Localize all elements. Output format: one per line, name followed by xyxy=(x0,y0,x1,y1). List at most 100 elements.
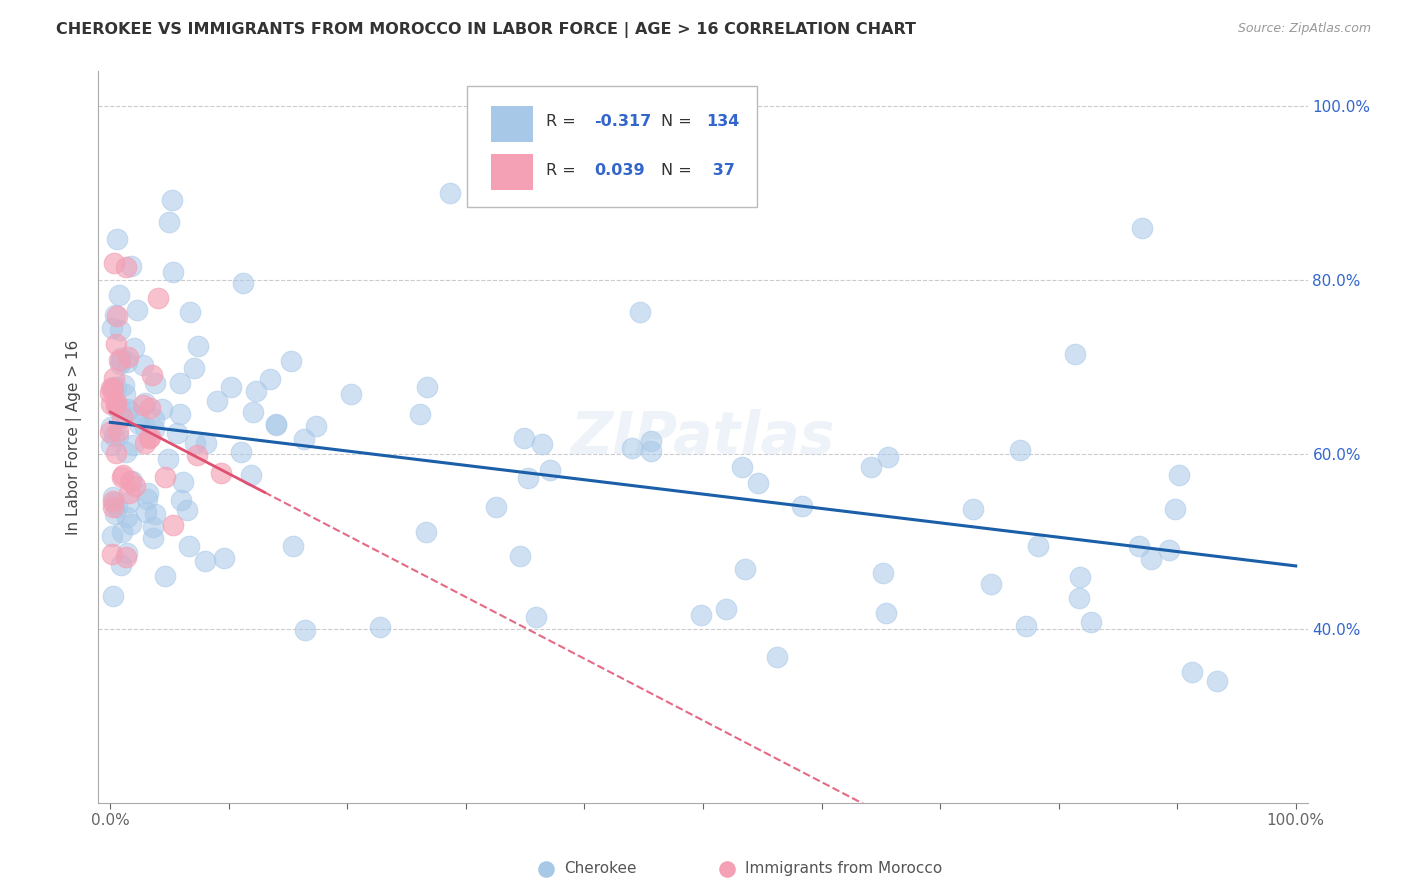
Point xyxy=(259,372,281,386)
Point xyxy=(283,540,305,554)
Point xyxy=(134,435,156,450)
Point xyxy=(118,486,141,500)
Point xyxy=(110,351,132,365)
Point xyxy=(1205,673,1227,688)
Point xyxy=(538,463,561,477)
Point xyxy=(117,355,139,369)
Point xyxy=(524,609,547,624)
Point xyxy=(219,380,242,394)
Point xyxy=(107,353,129,368)
Text: N =: N = xyxy=(661,162,696,178)
Point xyxy=(1164,502,1187,516)
Point xyxy=(1026,539,1049,553)
Point xyxy=(142,531,165,545)
Point xyxy=(1128,539,1150,553)
Point xyxy=(177,539,200,553)
Point xyxy=(103,371,125,385)
Point xyxy=(875,606,897,620)
Point xyxy=(305,418,328,433)
Point xyxy=(115,550,138,565)
Point xyxy=(100,381,122,395)
Point xyxy=(294,624,316,638)
Point xyxy=(186,448,208,462)
Point xyxy=(162,265,184,279)
Point xyxy=(980,576,1002,591)
Point xyxy=(876,450,898,464)
Point xyxy=(100,420,122,434)
Point xyxy=(103,496,125,510)
Point xyxy=(153,568,176,582)
Point xyxy=(150,402,173,417)
Point xyxy=(122,341,145,355)
Text: Cherokee: Cherokee xyxy=(564,861,637,876)
Text: CHEROKEE VS IMMIGRANTS FROM MOROCCO IN LABOR FORCE | AGE > 16 CORRELATION CHART: CHEROKEE VS IMMIGRANTS FROM MOROCCO IN L… xyxy=(56,22,917,38)
Point xyxy=(184,435,207,450)
Point xyxy=(1010,442,1032,457)
Point xyxy=(1130,221,1153,235)
Point xyxy=(162,517,184,532)
Point xyxy=(101,382,124,396)
Point xyxy=(166,426,188,441)
Point xyxy=(141,368,163,382)
Point xyxy=(153,470,176,484)
Point xyxy=(103,490,125,504)
Point xyxy=(139,430,162,444)
Point xyxy=(104,397,127,411)
Point xyxy=(734,562,756,576)
Point xyxy=(266,417,288,431)
Point xyxy=(240,468,263,483)
Point xyxy=(107,429,129,443)
Point xyxy=(142,519,165,533)
Point xyxy=(620,441,643,455)
Point xyxy=(439,186,461,201)
Point xyxy=(108,323,131,337)
FancyBboxPatch shape xyxy=(492,154,533,190)
Point xyxy=(368,619,391,633)
Point xyxy=(160,193,183,207)
Point xyxy=(209,466,232,480)
Point xyxy=(143,508,166,522)
Text: 134: 134 xyxy=(707,113,740,128)
FancyBboxPatch shape xyxy=(467,86,758,207)
Point xyxy=(127,302,149,317)
Point xyxy=(121,474,143,488)
Point xyxy=(640,444,662,458)
Point xyxy=(136,491,159,506)
Point xyxy=(170,492,193,507)
Point xyxy=(110,558,132,572)
Point xyxy=(169,407,191,421)
Point xyxy=(104,507,127,521)
Point xyxy=(194,554,217,568)
Point xyxy=(103,428,125,442)
Point xyxy=(136,485,159,500)
Point xyxy=(139,401,162,415)
Point xyxy=(110,524,132,539)
Point xyxy=(100,425,122,439)
Point xyxy=(187,339,209,353)
Point xyxy=(101,380,124,394)
Point xyxy=(115,509,138,524)
Point xyxy=(790,500,813,514)
Point xyxy=(485,500,508,514)
Point xyxy=(107,500,129,514)
Point xyxy=(118,475,141,489)
Point xyxy=(127,409,149,423)
Point xyxy=(128,417,150,431)
Point xyxy=(731,460,754,475)
Point xyxy=(135,505,157,519)
Point xyxy=(101,547,124,561)
Point xyxy=(110,354,132,368)
Point xyxy=(408,407,430,421)
Point xyxy=(134,420,156,434)
Point xyxy=(138,431,160,445)
Point xyxy=(114,377,136,392)
Point xyxy=(115,445,138,459)
Point xyxy=(142,422,165,436)
Point xyxy=(157,214,180,228)
Point xyxy=(108,402,131,417)
Point xyxy=(747,475,769,490)
Point xyxy=(100,386,122,401)
Point xyxy=(117,404,139,418)
Point xyxy=(872,566,894,580)
Point xyxy=(105,380,128,394)
